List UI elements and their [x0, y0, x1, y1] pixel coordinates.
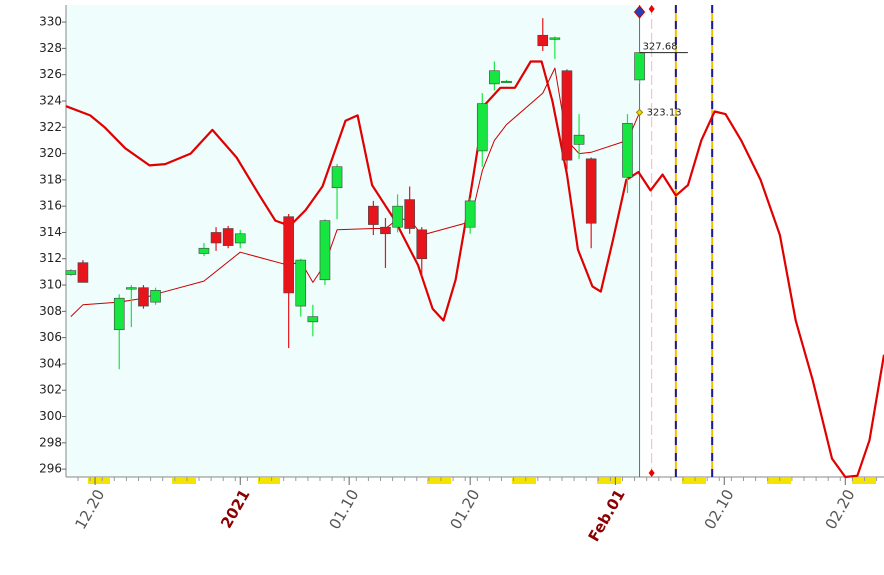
candle-body	[634, 52, 645, 81]
weekend-marker	[597, 478, 621, 484]
candle-body	[368, 205, 379, 225]
weekend-marker	[88, 478, 110, 484]
candle-body	[416, 229, 428, 260]
y-tick-label: 312	[39, 251, 62, 265]
candle-body	[537, 34, 549, 47]
candle-body	[295, 259, 307, 307]
weekend-marker	[682, 478, 706, 484]
candle-body	[77, 262, 89, 283]
candle-body	[283, 216, 294, 294]
marker-diamond	[633, 5, 646, 19]
y-tick-label: 326	[39, 67, 62, 81]
candle-body	[234, 233, 246, 244]
y-tick-label: 304	[39, 356, 62, 370]
weekend-marker	[172, 478, 196, 484]
y-tick-label: 308	[39, 304, 62, 318]
history-shade	[66, 5, 640, 477]
candle-body	[198, 247, 210, 254]
candle-body	[464, 200, 476, 228]
y-tick-label: 322	[39, 120, 62, 134]
candle-body	[150, 290, 161, 303]
y-tick-label: 300	[39, 409, 62, 423]
candle-body	[561, 70, 573, 161]
candle-body	[331, 166, 343, 189]
y-tick-label: 302	[39, 383, 62, 397]
candle-body	[501, 80, 512, 84]
candle-body	[585, 158, 597, 224]
candle-body	[622, 123, 633, 178]
annotation-marker	[635, 108, 644, 117]
candle-body	[126, 287, 137, 290]
weekend-marker	[427, 478, 451, 484]
candle-body	[210, 232, 222, 244]
annotation-label: 323.13	[647, 107, 682, 118]
candle-body	[489, 70, 500, 85]
candle-body	[380, 226, 391, 235]
y-tick-label: 316	[39, 199, 62, 213]
candle-body	[476, 103, 488, 152]
candle-body	[138, 287, 149, 307]
candle-body	[404, 199, 415, 229]
y-tick-label: 314	[39, 225, 62, 239]
cycle-line	[65, 60, 884, 479]
candle-body	[573, 134, 585, 145]
candle-body	[392, 205, 403, 228]
candle-body	[549, 37, 561, 40]
candle-body	[113, 297, 125, 331]
marker-diamond	[648, 469, 655, 477]
y-tick-label: 310	[39, 278, 62, 292]
candle-body	[65, 270, 77, 275]
average-line	[70, 67, 641, 317]
y-tick-label: 298	[39, 435, 62, 449]
candle-body	[222, 228, 234, 246]
candle-body	[307, 316, 319, 323]
y-tick-label: 330	[39, 15, 62, 29]
weekend-marker	[258, 478, 280, 484]
weekend-marker	[767, 478, 791, 484]
weekend-marker	[512, 478, 536, 484]
marker-diamond	[648, 5, 655, 13]
y-tick-label: 320	[39, 146, 62, 160]
y-tick-label: 318	[39, 172, 62, 186]
annotation-label: 327.68	[643, 42, 678, 53]
y-tick-label: 328	[39, 41, 62, 55]
candle-body	[319, 220, 331, 281]
y-tick-label: 296	[39, 462, 62, 476]
y-tick-label: 306	[39, 330, 62, 344]
y-tick-label: 324	[39, 93, 62, 107]
